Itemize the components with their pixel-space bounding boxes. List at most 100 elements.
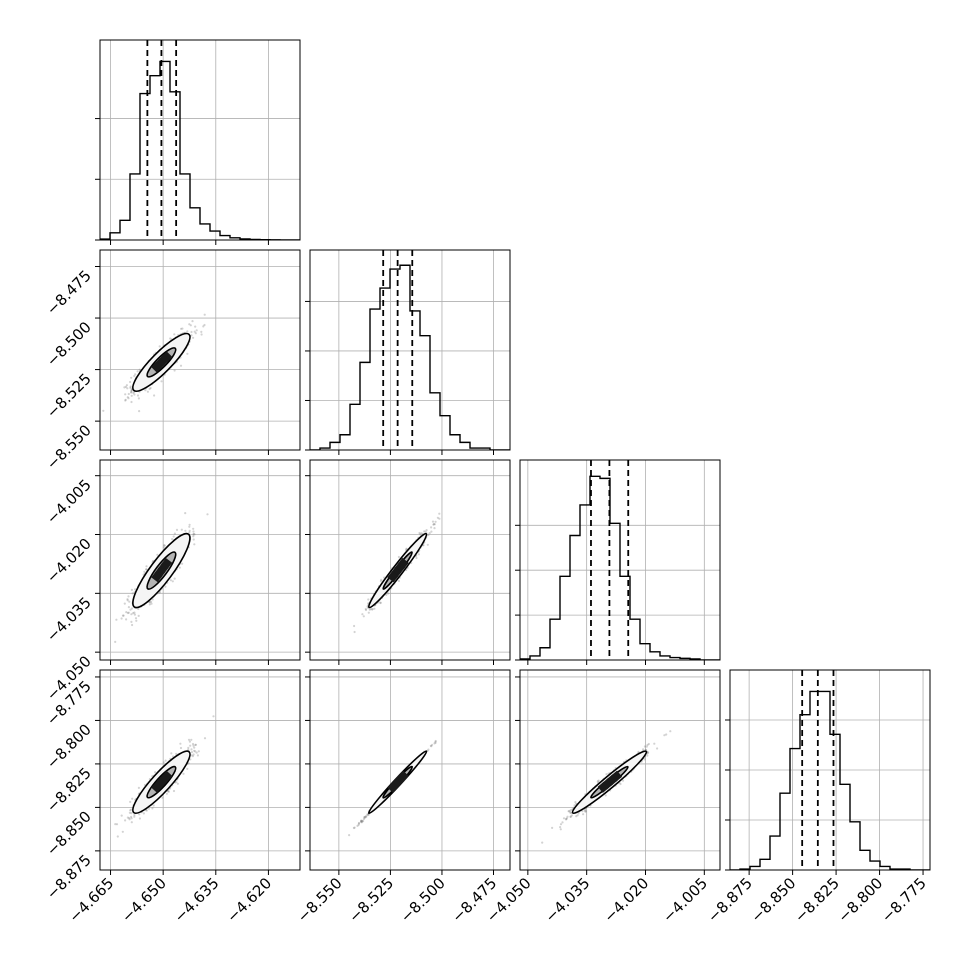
sample-point — [643, 745, 647, 748]
sample-point — [127, 595, 130, 598]
sample-point — [129, 386, 132, 389]
sample-point — [130, 817, 133, 820]
panel-1-1 — [305, 249, 511, 455]
sample-point — [126, 599, 129, 602]
sample-point — [559, 826, 562, 829]
panel-1-0 — [95, 249, 301, 455]
sample-point — [188, 523, 191, 526]
sample-point — [564, 818, 568, 821]
sample-point — [405, 547, 408, 550]
sample-point — [179, 742, 182, 745]
y-tick-label: −8.525 — [43, 370, 95, 422]
sample-point — [191, 320, 194, 323]
sample-point — [566, 815, 569, 818]
sample-point — [192, 336, 195, 339]
sample-point — [646, 743, 649, 747]
sample-point — [173, 532, 176, 535]
sample-point — [434, 739, 437, 743]
y-tick-label: −4.020 — [43, 535, 95, 587]
sample-point — [559, 823, 563, 826]
sample-point — [422, 544, 425, 547]
sample-point — [194, 325, 197, 328]
sample-point — [187, 738, 191, 741]
sample-point — [129, 809, 132, 812]
sample-point — [154, 771, 157, 774]
sample-point — [431, 520, 435, 523]
sample-point — [132, 391, 135, 395]
sample-point — [124, 393, 127, 396]
sample-point — [156, 553, 159, 556]
y-tick-label: −4.035 — [43, 593, 95, 645]
sample-point — [397, 555, 400, 559]
sample-point — [192, 532, 195, 536]
density-core — [151, 781, 163, 793]
sample-point — [169, 337, 172, 340]
sample-point — [362, 615, 365, 618]
sample-point — [379, 601, 382, 604]
sample-point — [206, 513, 209, 516]
sample-point — [130, 821, 133, 824]
sample-point — [134, 373, 137, 376]
sample-point — [129, 608, 132, 611]
sample-point — [102, 409, 105, 412]
sample-point — [178, 566, 181, 569]
sample-point — [646, 754, 649, 757]
sample-point — [164, 759, 167, 762]
sample-point — [190, 330, 193, 334]
sample-point — [130, 390, 133, 394]
scatter-group — [348, 739, 437, 837]
sample-point — [192, 530, 195, 533]
sample-point — [193, 746, 196, 749]
sample-point — [665, 733, 668, 736]
scatter-group — [114, 715, 215, 838]
sample-point — [348, 834, 351, 837]
sample-point — [568, 810, 571, 813]
sample-point — [130, 588, 133, 592]
sample-point — [137, 607, 140, 611]
panel-frame — [519, 459, 721, 661]
sample-point — [137, 786, 140, 790]
sample-point — [669, 730, 672, 733]
sample-point — [357, 823, 360, 827]
sample-point — [430, 526, 433, 529]
sample-point — [151, 598, 154, 601]
sample-point — [192, 527, 195, 530]
x-tick-label: −8.875 — [704, 874, 756, 926]
sample-point — [179, 746, 183, 750]
sample-point — [121, 830, 124, 833]
sample-point — [645, 745, 648, 748]
sample-point — [200, 333, 203, 336]
sample-point — [434, 740, 437, 743]
sample-point — [559, 828, 562, 831]
sample-point — [135, 619, 138, 622]
sample-point — [125, 611, 128, 614]
sample-point — [143, 570, 146, 573]
sample-point — [203, 323, 206, 327]
sample-point — [192, 538, 195, 541]
sample-point — [173, 333, 176, 336]
sample-point — [573, 804, 576, 807]
sample-point — [621, 779, 625, 782]
x-tick-label: −8.525 — [345, 874, 397, 926]
sample-point — [371, 608, 374, 611]
sample-point — [181, 562, 184, 565]
sample-point — [167, 790, 170, 793]
x-tick-label: −8.800 — [834, 874, 886, 926]
sample-point — [134, 588, 137, 591]
sample-point — [133, 611, 136, 614]
sample-point — [189, 744, 192, 747]
panel-frame — [309, 669, 511, 871]
sample-point — [362, 818, 365, 821]
sample-point — [192, 753, 195, 756]
sample-point — [380, 578, 383, 581]
sample-point — [165, 792, 168, 795]
sample-point — [125, 384, 128, 387]
sample-point — [126, 396, 129, 399]
sample-point — [133, 613, 136, 616]
sample-point — [360, 820, 363, 823]
sample-point — [193, 533, 196, 536]
sample-point — [415, 556, 418, 560]
panel-3-2 — [515, 669, 721, 875]
sample-point — [151, 807, 154, 810]
sample-point — [186, 330, 189, 333]
